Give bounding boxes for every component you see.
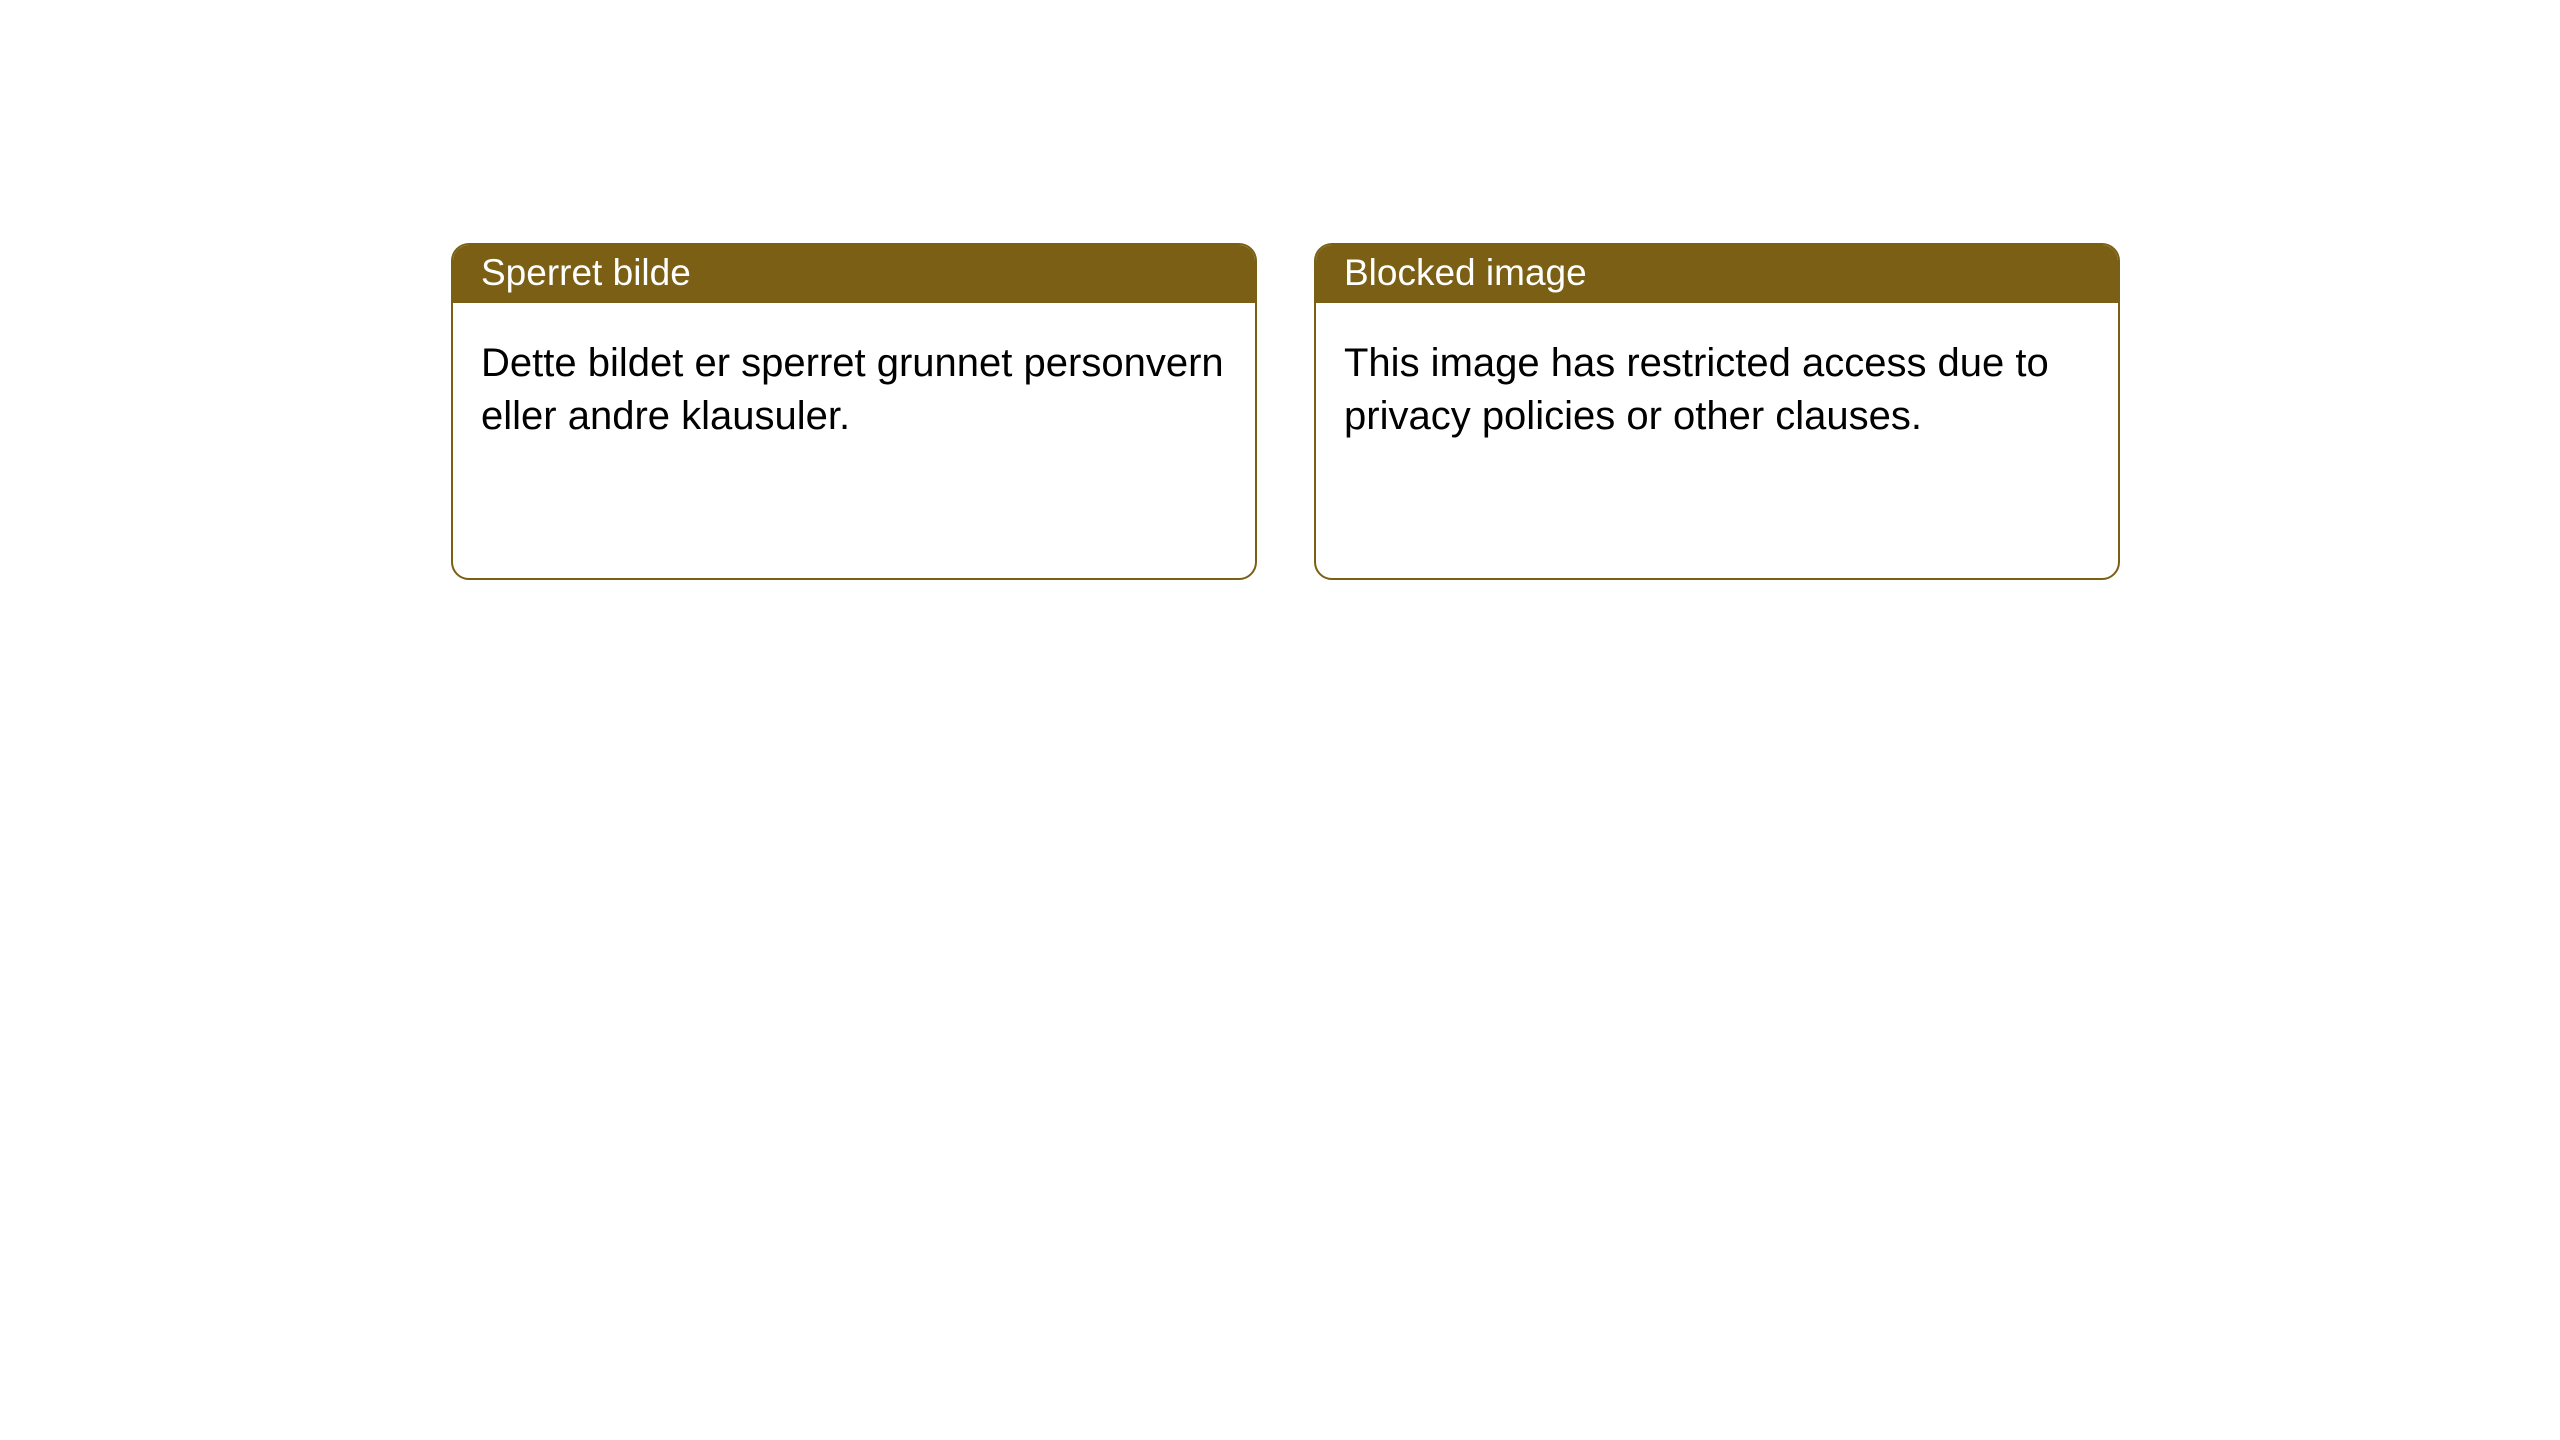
card-title: Blocked image [1344, 252, 1587, 293]
card-title: Sperret bilde [481, 252, 691, 293]
card-body-text: This image has restricted access due to … [1344, 341, 2049, 438]
notice-card-english: Blocked image This image has restricted … [1314, 243, 2120, 580]
card-body: This image has restricted access due to … [1316, 303, 2118, 471]
card-header: Sperret bilde [453, 245, 1255, 303]
card-body: Dette bildet er sperret grunnet personve… [453, 303, 1255, 471]
card-body-text: Dette bildet er sperret grunnet personve… [481, 341, 1224, 438]
notice-cards-container: Sperret bilde Dette bildet er sperret gr… [451, 243, 2120, 580]
card-header: Blocked image [1316, 245, 2118, 303]
notice-card-norwegian: Sperret bilde Dette bildet er sperret gr… [451, 243, 1257, 580]
